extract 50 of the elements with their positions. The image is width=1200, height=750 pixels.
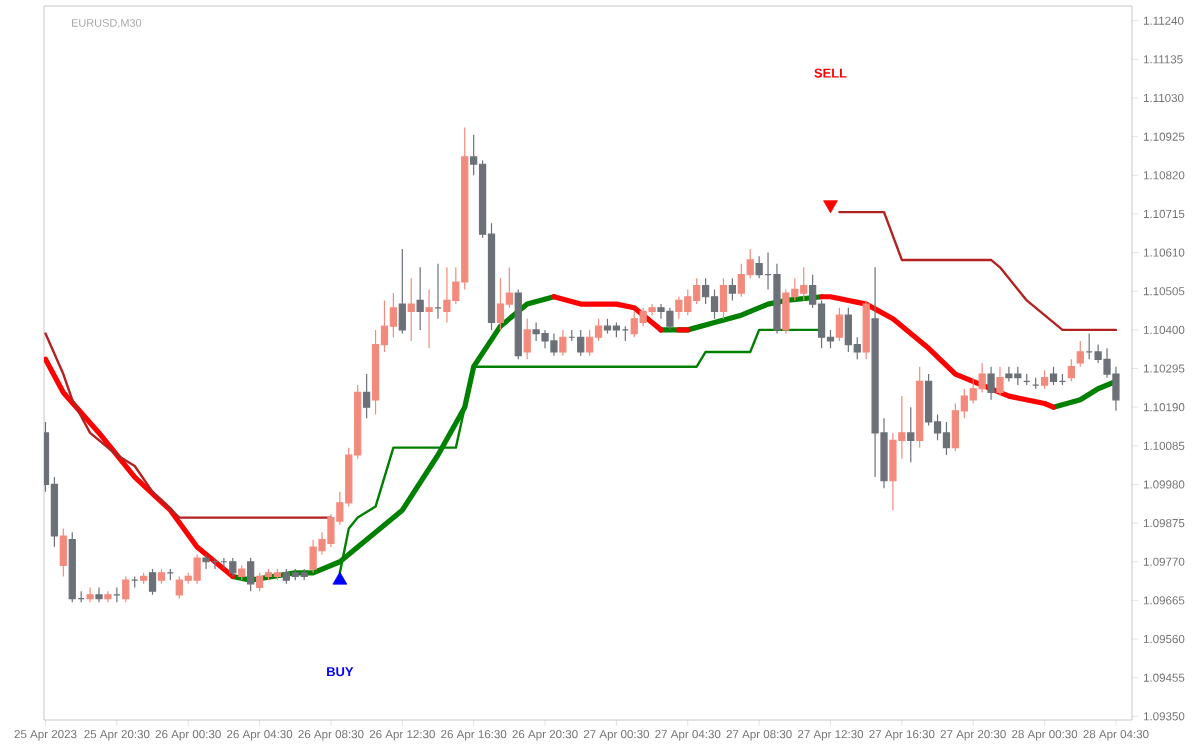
candlestick	[273, 568, 282, 581]
candlestick	[229, 557, 237, 578]
candlestick	[86, 586, 94, 603]
candlestick	[416, 266, 424, 331]
candlestick	[247, 557, 255, 592]
candlestick	[514, 288, 522, 360]
candlestick	[996, 366, 1004, 397]
candlestick	[1058, 373, 1067, 386]
candlestick	[157, 568, 166, 585]
candlestick	[202, 553, 210, 570]
candlestick	[1049, 366, 1058, 386]
candlestick	[719, 277, 728, 320]
candlestick	[728, 277, 736, 302]
candlestick	[603, 318, 612, 335]
candlestick	[59, 528, 67, 578]
candlestick	[425, 288, 433, 349]
candlestick	[987, 366, 995, 401]
candlestick	[113, 586, 121, 603]
candlestick	[1032, 377, 1040, 390]
candlestick	[675, 296, 683, 320]
candlestick	[835, 307, 844, 342]
candlestick	[255, 572, 264, 592]
candlestick	[1067, 358, 1075, 382]
candlestick	[621, 325, 629, 342]
candlestick	[916, 366, 924, 449]
candlestick	[362, 373, 371, 419]
candlestick	[166, 568, 175, 581]
candlestick	[95, 586, 103, 603]
candlestick	[577, 329, 585, 357]
candlestick	[523, 318, 531, 360]
candlestick	[407, 277, 415, 342]
candlestick	[398, 248, 406, 335]
candlestick	[148, 568, 157, 596]
candlestick	[434, 263, 442, 320]
candlestick	[122, 575, 130, 603]
candlestick	[1076, 340, 1084, 368]
candlestick	[1023, 373, 1031, 386]
candlestick	[907, 406, 915, 463]
candlestick	[104, 590, 112, 603]
candlestick	[238, 564, 246, 581]
candlestick	[942, 421, 951, 456]
candlestick	[1040, 369, 1049, 390]
candlestick	[559, 329, 567, 357]
candlestick	[139, 572, 148, 585]
candlestick	[862, 299, 870, 360]
candlestick	[131, 575, 139, 589]
candlestick	[193, 553, 201, 585]
candlestick	[612, 321, 621, 338]
candlestick	[300, 568, 308, 581]
candlestick	[68, 531, 76, 603]
